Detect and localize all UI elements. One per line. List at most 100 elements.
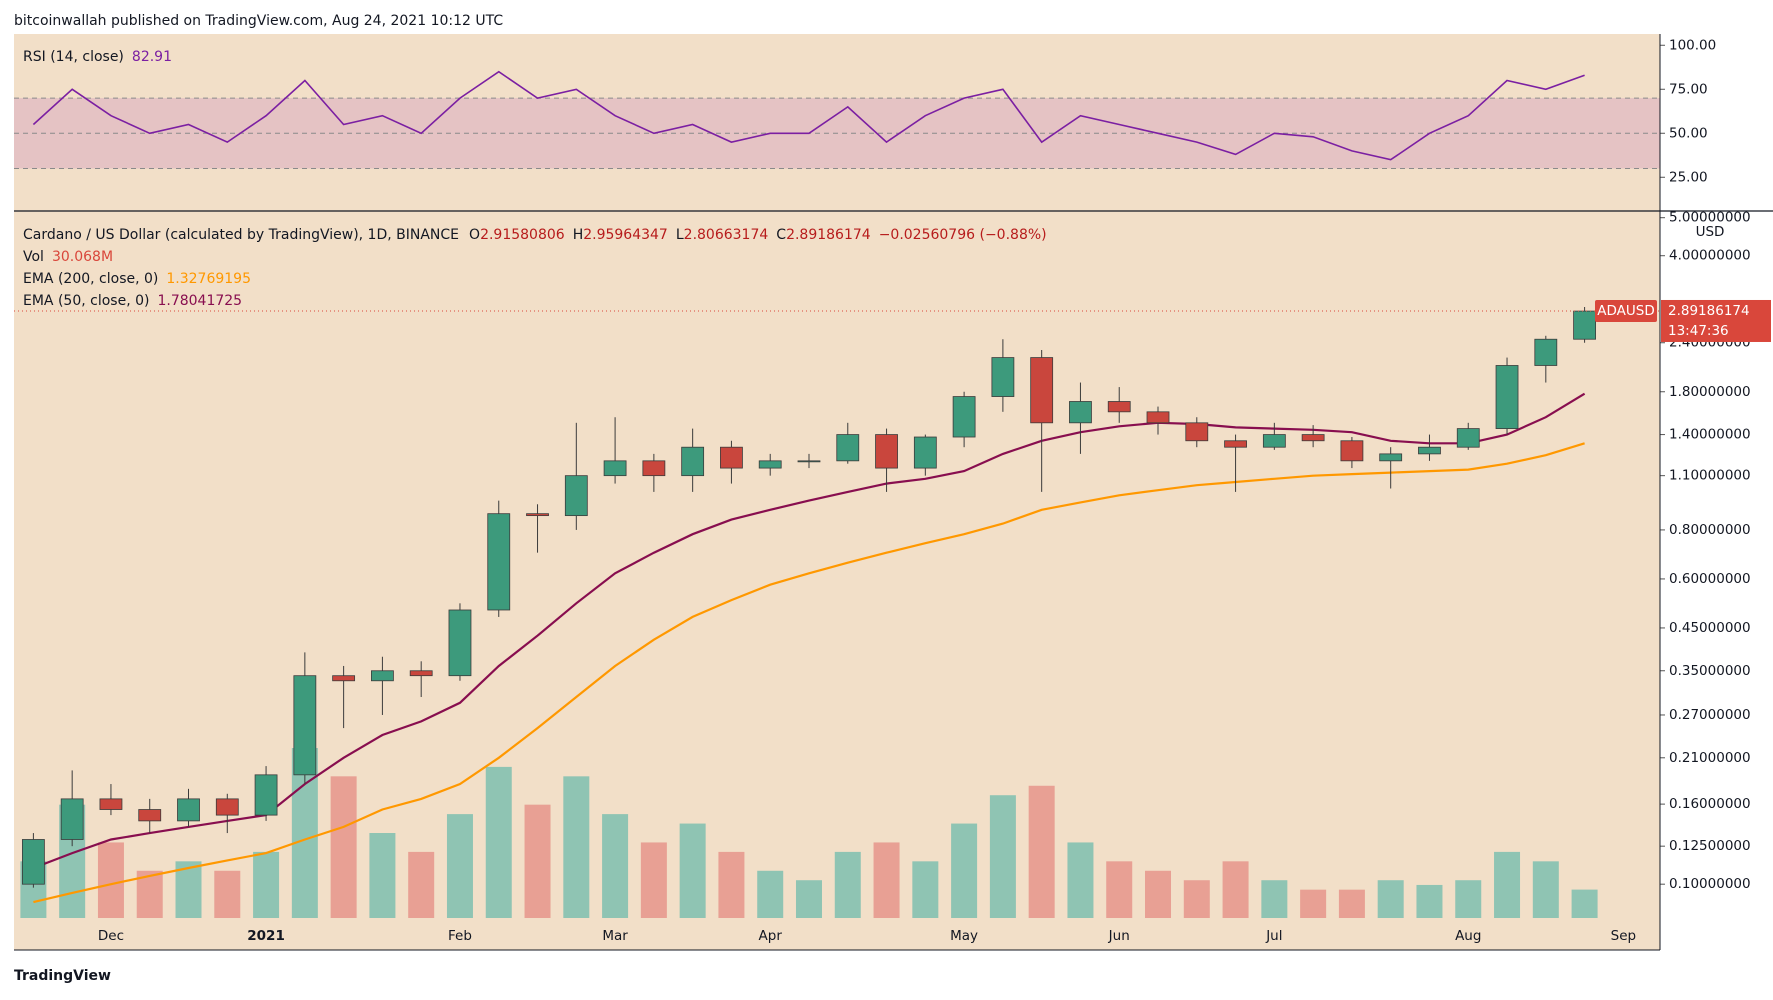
ohlc-l-value: 2.80663174	[684, 227, 769, 243]
candle-body	[797, 460, 821, 463]
vol-legend: Vol 30.068M	[23, 249, 113, 265]
volume-bar	[679, 823, 706, 918]
volume-bar	[834, 851, 861, 918]
x-tick-label: Sep	[1611, 928, 1636, 944]
volume-bar	[1145, 870, 1172, 918]
ohlc-o: O	[469, 227, 480, 243]
ohlc-c-value: 2.89186174	[786, 227, 871, 243]
volume-bar	[795, 880, 822, 918]
y-tick-label: 1.40000000	[1669, 427, 1751, 443]
y-tick-label: 0.45000000	[1669, 620, 1751, 636]
x-tick-label: Aug	[1455, 928, 1481, 944]
countdown-label: 13:47:36	[1668, 323, 1729, 339]
candle-body	[177, 798, 200, 822]
symbol-title: Cardano / US Dollar (calculated by Tradi…	[23, 227, 459, 243]
candle-body	[564, 475, 588, 517]
rsi-name: RSI (14, close)	[23, 49, 124, 65]
y-tick-label: 0.16000000	[1669, 796, 1751, 812]
x-tick-label: Feb	[448, 928, 472, 944]
candle-body	[1224, 440, 1247, 448]
y-tick-label: 25.00	[1669, 169, 1708, 185]
ema50-value: 1.78041725	[157, 293, 242, 309]
candle-body	[1185, 422, 1209, 442]
candle-body	[1379, 453, 1403, 462]
change: −0.02560796 (−0.88%)	[879, 227, 1047, 243]
y-tick-label: 4.00000000	[1669, 248, 1751, 264]
volume-bar	[524, 804, 551, 918]
price-tag-label: 2.89186174	[1668, 303, 1750, 319]
volume-bar	[1455, 880, 1482, 918]
vol-name: Vol	[23, 249, 44, 265]
volume-bar	[253, 851, 280, 918]
x-tick-label: Jul	[1265, 928, 1282, 944]
candle-body	[720, 446, 743, 469]
candle-body	[21, 839, 45, 885]
y-tick-label: 75.00	[1669, 81, 1708, 97]
candle-body	[254, 774, 278, 816]
volume-bar	[1338, 889, 1365, 918]
ema200-value: 1.32769195	[166, 271, 251, 287]
ema-line	[33, 442, 1585, 904]
symbol-tag-label: ADAUSD	[1597, 303, 1654, 319]
candle-body	[875, 434, 898, 469]
volume-bar	[97, 842, 124, 918]
ohlc-o-value: 2.91580806	[480, 227, 565, 243]
y-tick-label: 1.10000000	[1669, 468, 1751, 484]
volume-bar	[1028, 785, 1055, 918]
ohlc-h: H	[573, 227, 584, 243]
candle-body	[952, 396, 976, 438]
volume-bar	[1067, 842, 1094, 918]
volume-bar	[718, 851, 745, 918]
candle-body	[448, 609, 472, 677]
volume-bar	[602, 814, 629, 918]
y-tick-label: 5.00000000	[1669, 210, 1751, 226]
candle-body	[836, 434, 860, 462]
volume-bar	[485, 766, 512, 918]
rsi-value: 82.91	[132, 49, 172, 65]
x-tick-label: May	[950, 928, 978, 944]
volume-bar	[873, 842, 900, 918]
price-tag	[1661, 299, 1771, 342]
y-tick-label: 1.80000000	[1669, 384, 1751, 400]
candle-body	[371, 670, 394, 682]
ema200-legend: EMA (200, close, 0) 1.32769195	[23, 271, 251, 287]
volume-bar	[369, 833, 396, 918]
x-tick-label: Apr	[759, 928, 783, 944]
axis-bg	[1660, 34, 1773, 950]
candle-body	[991, 357, 1015, 397]
candle-body	[1107, 401, 1131, 413]
volume-bar	[1416, 884, 1443, 918]
volume-bar	[640, 842, 667, 918]
candle-body	[138, 809, 162, 822]
ema50-legend: EMA (50, close, 0) 1.78041725	[23, 293, 242, 309]
x-tick-label: Jun	[1108, 928, 1130, 944]
x-tick-label: Dec	[98, 928, 124, 944]
volume-bar	[563, 776, 590, 918]
candle-body	[487, 513, 511, 611]
x-tick-label: Mar	[602, 928, 628, 944]
rsi-line	[32, 70, 1585, 161]
volume-bar	[1532, 861, 1559, 918]
ema50-name: EMA (50, close, 0)	[23, 293, 149, 309]
volume-bar	[1300, 889, 1327, 918]
candle-body	[1495, 365, 1519, 429]
x-tick-label: 2021	[247, 928, 285, 944]
candle-body	[1573, 310, 1596, 340]
ohlc-c: C	[776, 227, 786, 243]
volume-bar	[1106, 861, 1133, 918]
candle-body	[293, 675, 317, 776]
ohlc-l: L	[676, 227, 684, 243]
volume-bar	[408, 851, 435, 918]
volume-bar	[1222, 861, 1249, 918]
y-tick-label: 0.60000000	[1669, 571, 1751, 587]
candle-body	[1146, 411, 1170, 424]
candle-body	[1418, 446, 1441, 455]
price-title: Cardano / US Dollar (calculated by Tradi…	[23, 227, 1047, 243]
volume-bar	[330, 776, 357, 918]
y-tick-label: 50.00	[1669, 125, 1708, 141]
volume-bar	[1261, 880, 1288, 918]
volume-bar	[1377, 880, 1404, 918]
y-tick-label: 0.10000000	[1669, 876, 1751, 892]
candle-body	[642, 460, 666, 477]
